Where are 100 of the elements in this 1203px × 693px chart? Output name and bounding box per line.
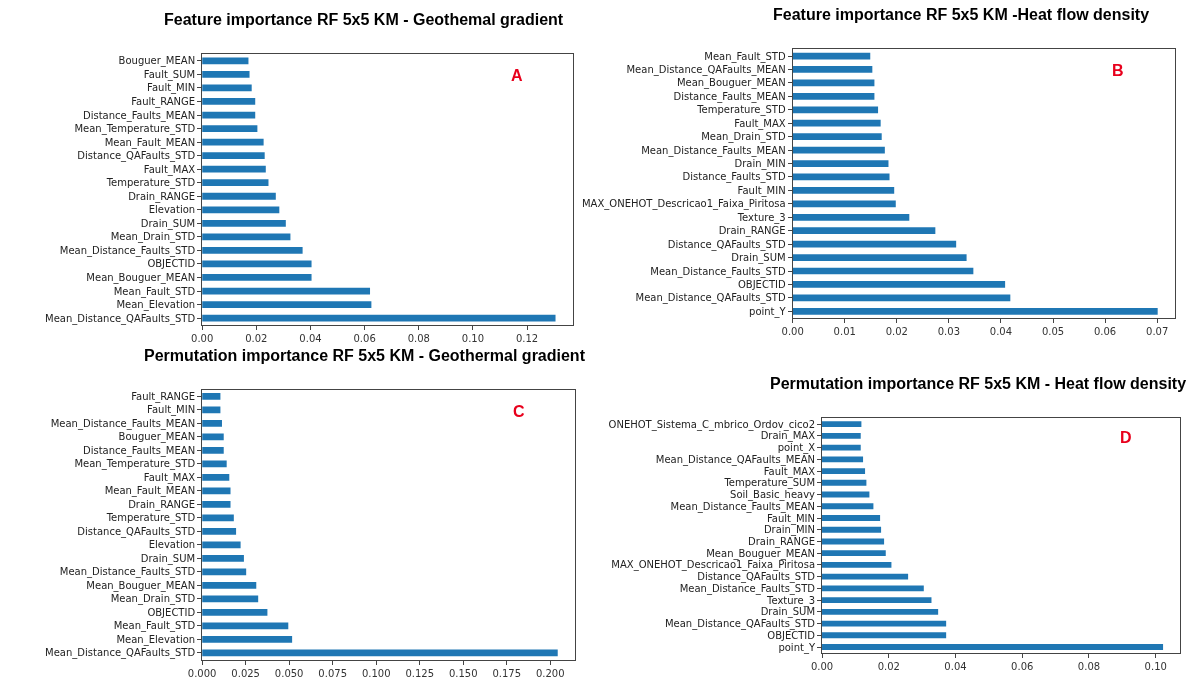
x-tick-label: 0.04: [944, 660, 967, 672]
annotation: B: [1112, 62, 1124, 79]
x-tick-label: 0.075: [318, 667, 347, 679]
bar: [822, 632, 947, 639]
y-tick-label: Mean_Drain_STD: [110, 593, 196, 606]
y-tick-label: Temperature_STD: [105, 512, 196, 525]
y-tick-label: Drain_RANGE: [718, 225, 786, 238]
bar: [202, 501, 231, 508]
x-tick-label: 0.10: [1144, 660, 1167, 672]
x-tick-label: 0.00: [191, 332, 214, 344]
y-tick-label: Distance_Faults_MEAN: [82, 444, 196, 457]
x-tick-label: 0.01: [833, 326, 856, 338]
y-tick-label: Distance_QAFaults_STD: [667, 238, 786, 251]
bar: [822, 432, 861, 439]
y-tick-label: Soil_Basic_heavy: [730, 489, 816, 502]
y-tick-label: Texture_3: [736, 211, 786, 224]
y-tick-label: Fault_MAX: [763, 465, 816, 478]
y-tick-label: Fault_MIN: [737, 184, 786, 197]
bar: [202, 609, 268, 616]
bar: [202, 420, 222, 427]
y-tick-label: Drain_SUM: [760, 606, 816, 619]
y-tick-label: Distance_Faults_MEAN: [82, 109, 196, 122]
y-tick-label: Drain_RANGE: [748, 535, 816, 548]
y-tick-label: Fault_MAX: [143, 163, 196, 176]
y-tick-label: Mean_Distance_Faults_MEAN: [670, 500, 816, 513]
y-tick-label: OBJECTID: [147, 606, 196, 618]
bar: [792, 240, 957, 248]
annotation: D: [1120, 429, 1132, 446]
y-tick-label: Mean_Distance_QAFaults_STD: [664, 618, 816, 631]
y-tick-label: Elevation: [148, 539, 196, 551]
bar: [822, 421, 862, 428]
bar: [822, 608, 939, 615]
y-tick-label: Mean_Distance_Faults_STD: [679, 582, 816, 595]
x-tick-label: 0.025: [231, 667, 260, 679]
bar: [792, 119, 881, 127]
chart-title: Permutation importance RF 5x5 KM - Geothermal gradient: [144, 347, 586, 364]
bar: [792, 187, 895, 194]
bar: [792, 281, 1006, 288]
bar: [202, 582, 257, 589]
annotation: A: [511, 67, 523, 84]
bar: [822, 444, 861, 451]
y-tick-label: Fault_MAX: [143, 471, 196, 484]
y-tick-label: Fault_SUM: [143, 68, 196, 81]
bar: [792, 213, 910, 221]
bar: [822, 503, 874, 510]
bar: [202, 206, 280, 214]
bar: [202, 71, 250, 78]
x-tick-label: 0.04: [299, 332, 322, 344]
bar: [202, 192, 276, 200]
y-tick-label: Fault_MIN: [766, 512, 816, 525]
bar: [792, 254, 967, 261]
bar: [202, 447, 224, 454]
y-tick-label: Texture_3: [766, 594, 816, 607]
bar: [792, 66, 873, 73]
chart-title: Feature importance RF 5x5 KM -Heat flow density: [773, 6, 1150, 23]
bar: [792, 200, 896, 208]
x-tick-label: 0.050: [274, 667, 304, 679]
x-tick-label: 0.000: [187, 667, 217, 679]
y-tick-label: Fault_RANGE: [131, 95, 196, 108]
y-tick-label: Mean_Fault_STD: [113, 620, 196, 633]
bar: [202, 247, 303, 254]
y-tick-label: Mean_Distance_Faults_MEAN: [50, 417, 196, 430]
y-tick-label: Mean_Fault_STD: [113, 285, 196, 298]
bar: [822, 515, 881, 521]
bar: [822, 526, 882, 533]
bar: [202, 152, 265, 160]
y-tick-label: Mean_Fault_STD: [704, 50, 786, 63]
y-tick-label: OBJECTID: [767, 629, 816, 641]
bar: [202, 301, 372, 308]
bar: [792, 106, 879, 114]
bar: [202, 125, 258, 132]
bar: [792, 160, 889, 167]
y-tick-label: Fault_MIN: [147, 82, 196, 95]
y-tick-label: Fault_RANGE: [131, 390, 196, 403]
x-tick-label: 0.02: [245, 332, 268, 344]
y-tick-label: MAX_ONEHOT_Descricao1_Faixa_Piritosa: [581, 198, 786, 211]
y-tick-label: Fault_MIN: [147, 404, 196, 417]
y-tick-label: Mean_Elevation: [116, 633, 196, 646]
y-tick-label: Temperature_STD: [105, 177, 196, 190]
y-tick-label: Drain_SUM: [140, 552, 196, 565]
chart-title: Feature importance RF 5x5 KM - Geothemal gradient: [164, 11, 564, 28]
y-tick-label: point_Y: [749, 305, 787, 318]
y-tick-label: Mean_Distance_Faults_STD: [650, 265, 786, 278]
y-tick-label: Mean_Distance_QAFaults_STD: [45, 647, 196, 660]
y-tick-label: Fault_MAX: [734, 117, 786, 130]
x-tick-label: 0.02: [885, 326, 908, 338]
y-tick-label: OBJECTID: [737, 278, 786, 290]
x-tick-label: 0.100: [361, 667, 391, 679]
y-tick-label: point_Y: [778, 641, 816, 654]
chart-title: Permutation importance RF 5x5 KM - Heat flow density: [770, 375, 1187, 392]
bar: [822, 585, 924, 592]
y-tick-label: Mean_Bouguer_MEAN: [676, 77, 786, 90]
bar: [202, 474, 230, 481]
bar: [822, 597, 932, 604]
bar: [822, 573, 909, 580]
x-tick-label: 0.00: [810, 660, 834, 672]
x-tick-label: 0.08: [1077, 660, 1101, 672]
y-tick-label: Elevation: [148, 204, 196, 216]
y-tick-label: Drain_SUM: [140, 217, 196, 230]
bar: [822, 456, 864, 463]
